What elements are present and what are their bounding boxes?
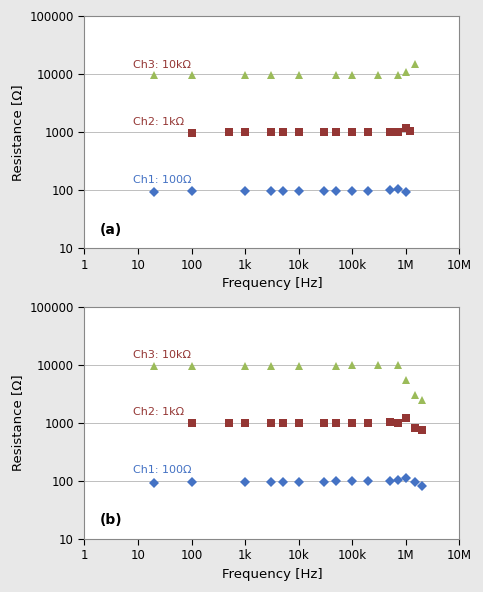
- Text: (b): (b): [99, 513, 122, 527]
- Text: Ch2: 1kΩ: Ch2: 1kΩ: [133, 407, 185, 417]
- X-axis label: Frequency [Hz]: Frequency [Hz]: [222, 568, 322, 581]
- Y-axis label: Resistance [Ω]: Resistance [Ω]: [11, 374, 24, 471]
- Text: (a): (a): [99, 223, 122, 237]
- Text: Ch1: 100Ω: Ch1: 100Ω: [133, 465, 192, 475]
- Text: Ch3: 10kΩ: Ch3: 10kΩ: [133, 60, 191, 70]
- Y-axis label: Resistance [Ω]: Resistance [Ω]: [11, 84, 24, 181]
- Text: Ch1: 100Ω: Ch1: 100Ω: [133, 175, 192, 185]
- Text: Ch2: 1kΩ: Ch2: 1kΩ: [133, 117, 185, 127]
- X-axis label: Frequency [Hz]: Frequency [Hz]: [222, 278, 322, 291]
- Text: Ch3: 10kΩ: Ch3: 10kΩ: [133, 350, 191, 361]
